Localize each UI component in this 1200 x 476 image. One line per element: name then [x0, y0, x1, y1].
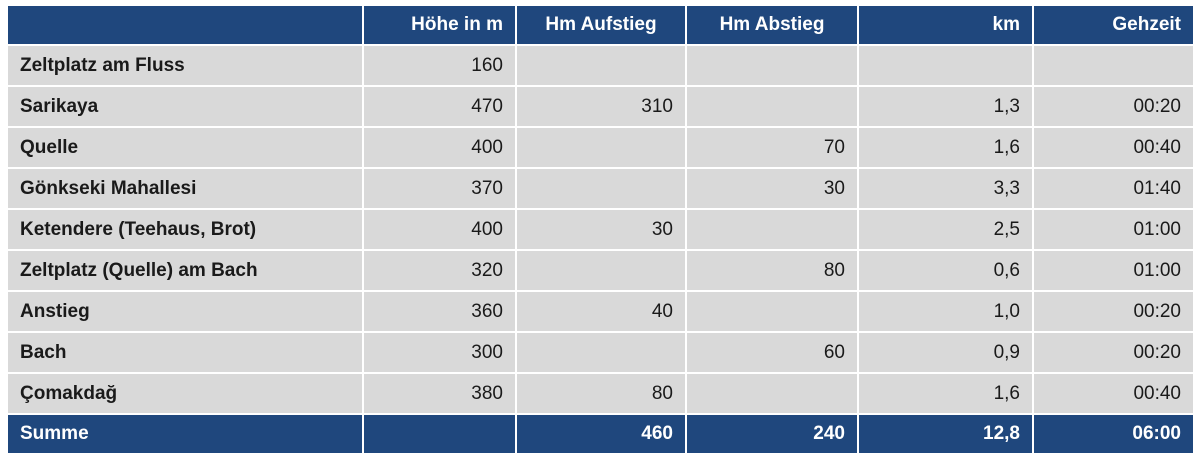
- aufstieg-cell: [515, 44, 687, 87]
- km-cell: 0,6: [857, 249, 1034, 292]
- km-cell: [857, 44, 1034, 87]
- abstieg-cell: [685, 44, 859, 87]
- tour-table: Höhe in m Hm Aufstieg Hm Abstieg km Gehz…: [6, 4, 1195, 455]
- station-name: Bach: [6, 331, 364, 374]
- station-name: Ketendere (Teehaus, Brot): [6, 208, 364, 251]
- km-cell: 3,3: [857, 167, 1034, 210]
- table-row: Sarikaya 470 310 1,3 00:20: [6, 85, 1195, 128]
- table-row: Ketendere (Teehaus, Brot) 400 30 2,5 01:00: [6, 208, 1195, 251]
- aufstieg-cell: 80: [515, 372, 687, 415]
- gehzeit-cell: 00:40: [1032, 372, 1195, 415]
- abstieg-cell: 30: [685, 167, 859, 210]
- station-name: Quelle: [6, 126, 364, 169]
- header-station: [6, 4, 364, 46]
- table-row: Quelle 400 70 1,6 00:40: [6, 126, 1195, 169]
- gehzeit-cell: 01:40: [1032, 167, 1195, 210]
- km-cell: 0,9: [857, 331, 1034, 374]
- km-cell: 1,6: [857, 126, 1034, 169]
- summary-label: Summe: [6, 413, 364, 455]
- station-name: Çomakdağ: [6, 372, 364, 415]
- header-row: Höhe in m Hm Aufstieg Hm Abstieg km Gehz…: [6, 4, 1195, 46]
- station-name: Anstieg: [6, 290, 364, 333]
- table-row: Gönkseki Mahallesi 370 30 3,3 01:40: [6, 167, 1195, 210]
- header-gehzeit: Gehzeit: [1032, 4, 1195, 46]
- station-name: Gönkseki Mahallesi: [6, 167, 364, 210]
- station-name: Zeltplatz (Quelle) am Bach: [6, 249, 364, 292]
- header-aufstieg: Hm Aufstieg: [515, 4, 687, 46]
- aufstieg-cell: [515, 249, 687, 292]
- aufstieg-cell: 310: [515, 85, 687, 128]
- gehzeit-cell: 01:00: [1032, 208, 1195, 251]
- aufstieg-cell: 40: [515, 290, 687, 333]
- aufstieg-cell: 30: [515, 208, 687, 251]
- table-row: Çomakdağ 380 80 1,6 00:40: [6, 372, 1195, 415]
- header-abstieg: Hm Abstieg: [685, 4, 859, 46]
- table-body: Zeltplatz am Fluss 160 Sarikaya 470 310 1,3 00…: [6, 44, 1195, 415]
- summary-km: 12,8: [857, 413, 1034, 455]
- aufstieg-cell: [515, 126, 687, 169]
- gehzeit-cell: 00:40: [1032, 126, 1195, 169]
- abstieg-cell: 60: [685, 331, 859, 374]
- abstieg-cell: 70: [685, 126, 859, 169]
- gehzeit-cell: 00:20: [1032, 331, 1195, 374]
- gehzeit-cell: 00:20: [1032, 85, 1195, 128]
- aufstieg-cell: [515, 167, 687, 210]
- abstieg-cell: [685, 290, 859, 333]
- table-row: Bach 300 60 0,9 00:20: [6, 331, 1195, 374]
- abstieg-cell: [685, 208, 859, 251]
- gehzeit-cell: [1032, 44, 1195, 87]
- hoehe-cell: 400: [362, 126, 517, 169]
- hoehe-cell: 400: [362, 208, 517, 251]
- abstieg-cell: [685, 85, 859, 128]
- aufstieg-cell: [515, 331, 687, 374]
- hoehe-cell: 300: [362, 331, 517, 374]
- summary-row: Summe 460 240 12,8 06:00: [6, 413, 1195, 455]
- summary-hoehe: [362, 413, 517, 455]
- table-row: Zeltplatz am Fluss 160: [6, 44, 1195, 87]
- km-cell: 1,6: [857, 372, 1034, 415]
- abstieg-cell: [685, 372, 859, 415]
- km-cell: 1,3: [857, 85, 1034, 128]
- hoehe-cell: 320: [362, 249, 517, 292]
- tour-table-container: Höhe in m Hm Aufstieg Hm Abstieg km Gehz…: [6, 4, 1195, 455]
- km-cell: 1,0: [857, 290, 1034, 333]
- header-hoehe: Höhe in m: [362, 4, 517, 46]
- gehzeit-cell: 01:00: [1032, 249, 1195, 292]
- gehzeit-cell: 00:20: [1032, 290, 1195, 333]
- station-name: Sarikaya: [6, 85, 364, 128]
- table-header: Höhe in m Hm Aufstieg Hm Abstieg km Gehz…: [6, 4, 1195, 46]
- summary-aufstieg: 460: [515, 413, 687, 455]
- hoehe-cell: 380: [362, 372, 517, 415]
- hoehe-cell: 370: [362, 167, 517, 210]
- hoehe-cell: 360: [362, 290, 517, 333]
- table-row: Zeltplatz (Quelle) am Bach 320 80 0,6 01:00: [6, 249, 1195, 292]
- table-row: Anstieg 360 40 1,0 00:20: [6, 290, 1195, 333]
- table-footer: Summe 460 240 12,8 06:00: [6, 413, 1195, 455]
- station-name: Zeltplatz am Fluss: [6, 44, 364, 87]
- hoehe-cell: 470: [362, 85, 517, 128]
- summary-gehzeit: 06:00: [1032, 413, 1195, 455]
- hoehe-cell: 160: [362, 44, 517, 87]
- summary-abstieg: 240: [685, 413, 859, 455]
- header-km: km: [857, 4, 1034, 46]
- abstieg-cell: 80: [685, 249, 859, 292]
- km-cell: 2,5: [857, 208, 1034, 251]
